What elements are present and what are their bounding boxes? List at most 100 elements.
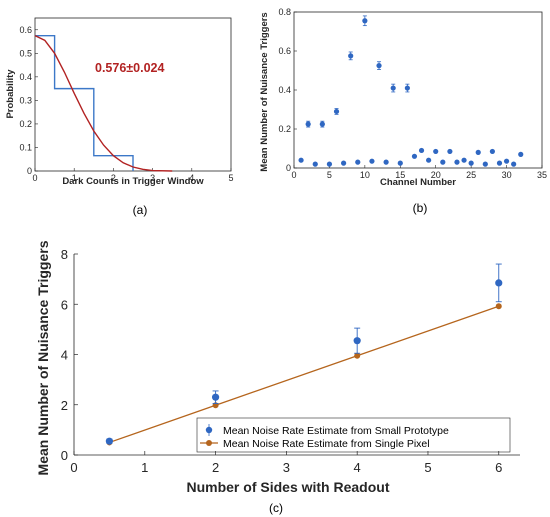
panel-b-data-point bbox=[369, 158, 375, 164]
panel-b-data-point bbox=[426, 157, 432, 163]
panel-c-ylabel: Mean Number of Nuisance Triggers bbox=[35, 240, 51, 475]
panel-c-x-tick-label: 5 bbox=[424, 460, 431, 475]
panel-b-data-point bbox=[475, 149, 481, 155]
panel-c-chart: Number of Sides with Readout Mean Number… bbox=[35, 240, 520, 495]
panel-c-y-tick-label: 4 bbox=[61, 348, 68, 363]
panel-b-data-point bbox=[511, 161, 517, 167]
panel-b-data-point bbox=[418, 147, 425, 154]
panel-c-prototype-point bbox=[105, 437, 113, 445]
panel-a-axes-box bbox=[34, 17, 232, 172]
panel-a-x-tick-label: 5 bbox=[228, 173, 233, 183]
panel-b-data-point bbox=[348, 53, 354, 59]
panel-a-x-tick-label: 4 bbox=[189, 173, 194, 183]
panel-b-data-point bbox=[305, 121, 311, 127]
panel-b-data-point bbox=[482, 161, 488, 167]
panel-c-x-tick-label: 1 bbox=[141, 460, 148, 475]
panel-b-data-point bbox=[503, 158, 510, 164]
panel-b-y-tick-label: 0 bbox=[286, 163, 291, 173]
panel-b-x-tick-label: 20 bbox=[431, 170, 441, 180]
panel-c-y-tick-label: 2 bbox=[61, 398, 68, 413]
panel-b-x-tick-label: 15 bbox=[395, 170, 405, 180]
panel-a-y-tick-label: 0.5 bbox=[19, 48, 32, 58]
panel-c-label: (c) bbox=[269, 501, 283, 515]
panel-a-histogram-steps bbox=[35, 34, 134, 171]
panel-b-data-point bbox=[518, 151, 524, 157]
panel-c-legend: Mean Noise Rate Estimate from Small Prot… bbox=[196, 417, 511, 453]
panel-a-x-tick-label: 3 bbox=[150, 173, 155, 183]
panel-b-data-point bbox=[298, 157, 304, 163]
panel-b-chart: Channel Number Mean Number of Nuisance T… bbox=[259, 7, 547, 188]
panel-a-label: (a) bbox=[133, 203, 148, 217]
panel-b-data-point bbox=[383, 159, 389, 165]
panel-a-y-tick-label: 0.1 bbox=[19, 142, 32, 152]
panel-c-xlabel: Number of Sides with Readout bbox=[186, 479, 389, 495]
legend-errorbar-marker bbox=[205, 426, 213, 434]
legend-entry-single-pixel: Mean Noise Rate Estimate from Single Pix… bbox=[223, 438, 430, 450]
panel-b-data-point bbox=[468, 160, 474, 166]
panel-a-x-tick-label: 2 bbox=[111, 173, 116, 183]
panel-b-data-point bbox=[440, 159, 446, 165]
panel-c-prototype-point bbox=[495, 279, 503, 287]
panel-b-y-tick-label: 0.4 bbox=[278, 85, 291, 95]
panel-a-ylabel: Probability bbox=[5, 69, 16, 119]
panel-c-single-pixel-point bbox=[354, 352, 361, 359]
panel-b-data-point bbox=[454, 159, 460, 165]
panel-b-data-point bbox=[355, 159, 361, 165]
panel-b-ylabel: Mean Number of Nuisance Triggers bbox=[259, 12, 270, 171]
panel-c-prototype-point bbox=[211, 393, 220, 401]
panel-a-xlabel: Dark Counts in Trigger Window bbox=[62, 176, 204, 187]
panel-b-data-point bbox=[333, 108, 340, 115]
panel-a-y-tick-label: 0.3 bbox=[19, 95, 32, 105]
panel-c-x-tick-label: 4 bbox=[354, 460, 361, 475]
panel-c-y-tick-label: 0 bbox=[61, 448, 68, 463]
panel-b-data-point bbox=[341, 160, 347, 166]
panel-b-data-point bbox=[397, 160, 403, 166]
panel-a-chart: Dark Counts in Trigger Window Probabilit… bbox=[5, 17, 234, 187]
panel-c-single-pixel-line bbox=[109, 305, 499, 444]
panel-b-data-point bbox=[326, 161, 333, 167]
panel-b-data-point bbox=[404, 85, 410, 91]
panel-b-data-point bbox=[312, 161, 318, 167]
panel-b-data-point bbox=[319, 121, 325, 127]
panel-c-x-tick-label: 3 bbox=[283, 460, 290, 475]
panel-b-x-tick-label: 25 bbox=[466, 170, 476, 180]
panel-b-axes-box bbox=[293, 11, 543, 169]
panel-b-x-tick-label: 30 bbox=[502, 170, 512, 180]
panel-b-data-point bbox=[496, 160, 503, 166]
panel-a-y-tick-label: 0 bbox=[27, 166, 32, 176]
panel-b-data-point bbox=[411, 153, 418, 159]
legend-box bbox=[196, 417, 511, 453]
panel-b-data-point bbox=[362, 18, 368, 24]
panel-a-y-tick-label: 0.2 bbox=[19, 119, 32, 129]
panel-b-y-tick-label: 0.2 bbox=[278, 124, 291, 134]
panel-b-x-tick-label: 5 bbox=[327, 170, 332, 180]
panel-a-fit-curve bbox=[34, 35, 173, 172]
legend-entry-prototype: Mean Noise Rate Estimate from Small Prot… bbox=[223, 425, 449, 437]
panel-a-x-tick-label: 0 bbox=[32, 173, 37, 183]
panel-b-y-tick-label: 0.6 bbox=[278, 46, 291, 56]
panel-b-y-tick-label: 0.8 bbox=[278, 7, 291, 17]
panel-b-xlabel: Channel Number bbox=[380, 177, 456, 188]
panel-c-y-tick-label: 8 bbox=[61, 247, 68, 262]
panel-a-annotation: 0.576±0.024 bbox=[95, 61, 164, 75]
panel-c-y-tick-label: 6 bbox=[61, 297, 68, 312]
panel-b-data-point bbox=[447, 148, 453, 155]
panel-c-prototype-point bbox=[353, 337, 361, 345]
panel-b-data-point bbox=[433, 148, 439, 155]
panel-c-x-tick-label: 0 bbox=[70, 460, 77, 475]
panel-c-x-tick-label: 2 bbox=[212, 460, 219, 475]
panel-c-x-tick-label: 6 bbox=[495, 460, 502, 475]
panel-c-single-pixel-point bbox=[495, 303, 502, 310]
panel-a-x-tick-label: 1 bbox=[72, 173, 77, 183]
panel-b-data-point bbox=[461, 157, 467, 163]
panel-a-y-tick-label: 0.6 bbox=[19, 25, 32, 35]
panel-b-data-point bbox=[376, 63, 382, 69]
panel-a-y-tick-label: 0.4 bbox=[19, 72, 32, 82]
panel-b-x-tick-label: 10 bbox=[360, 170, 370, 180]
panel-b-x-tick-label: 0 bbox=[291, 170, 296, 180]
panel-b-label: (b) bbox=[413, 201, 428, 215]
legend-line-marker bbox=[206, 440, 212, 446]
panel-b-x-tick-label: 35 bbox=[537, 170, 547, 180]
panel-b-data-point bbox=[390, 85, 396, 91]
